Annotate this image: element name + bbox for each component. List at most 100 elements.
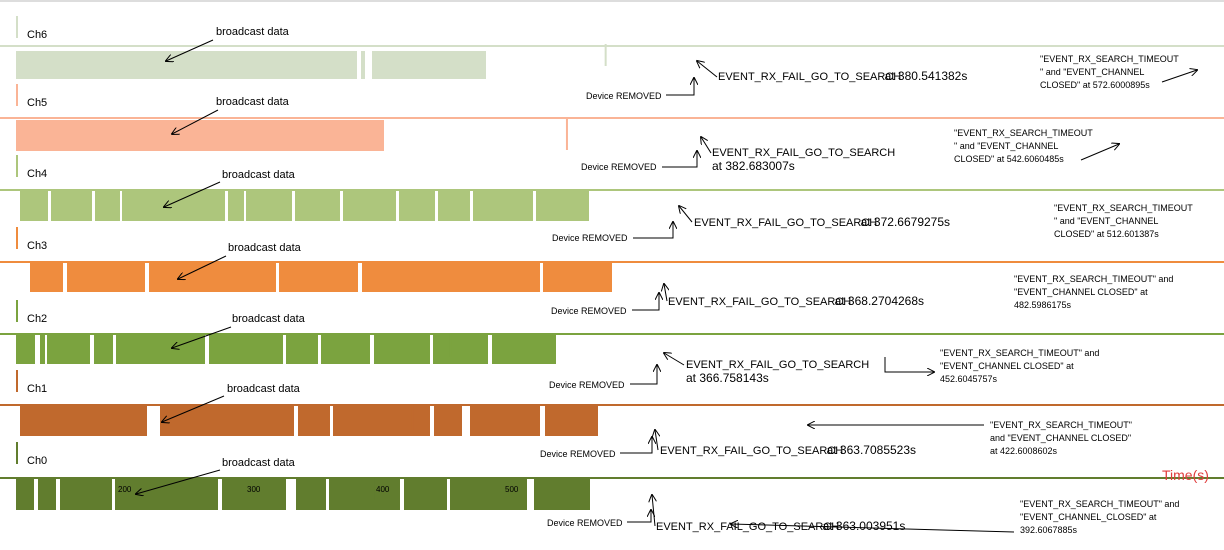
data-segment — [361, 51, 365, 79]
broadcast-data-arrow — [166, 39, 214, 61]
data-segment — [296, 479, 326, 510]
broadcast-data-arrow — [172, 109, 219, 134]
fail-event-time: at 382.683007s — [712, 159, 795, 173]
data-segment — [333, 406, 430, 436]
data-segment — [16, 335, 35, 364]
timeout-label-line: " and "EVENT_CHANNEL — [954, 141, 1058, 151]
data-segment — [534, 479, 590, 510]
timeout-label-line: " and "EVENT_CHANNEL — [1040, 67, 1144, 77]
timeout-arrow — [1080, 144, 1119, 161]
data-segment — [20, 406, 147, 436]
fail-event-arrow — [701, 137, 712, 154]
channel-row-ch2: Ch2 broadcast data Device REMOVED EVENT_RX_… — [0, 300, 1224, 390]
fail-event-time: at 366.758143s — [686, 371, 769, 385]
timeout-label-line: CLOSED" at 542.6060485s — [954, 154, 1064, 164]
channel-label: Ch6 — [27, 29, 47, 41]
data-segment — [286, 335, 318, 364]
channel-row-ch4: Ch4 broadcast data Device REMOVED EVENT_RX_… — [0, 155, 1224, 243]
timeout-label-line: at 422.6008602s — [990, 446, 1058, 456]
device-removed-label: Device REMOVED — [551, 306, 627, 316]
timeout-label-line: "EVENT_RX_SEARCH_TIMEOUT" and — [1020, 499, 1179, 509]
timeout-label-line: "EVENT_RX_SEARCH_TIMEOUT — [954, 128, 1093, 138]
x-tick-label: 500 — [505, 485, 519, 494]
broadcast-data-band — [16, 120, 384, 151]
broadcast-data-label: broadcast data — [222, 457, 296, 469]
timeout-label-line: "EVENT_RX_SEARCH_TIMEOUT — [1054, 203, 1193, 213]
data-segment — [434, 406, 462, 436]
timeout-label-line: 452.6045757s — [940, 374, 998, 384]
broadcast-data-label: broadcast data — [216, 96, 290, 108]
channel-label: Ch3 — [27, 240, 47, 252]
data-segment — [343, 191, 396, 221]
data-segment — [228, 191, 244, 221]
broadcast-data-band — [16, 335, 556, 364]
data-segment — [492, 335, 556, 364]
channel-row-ch5: Ch5 broadcast data Device REMOVED EVENT_RX_… — [0, 84, 1224, 173]
data-segment — [20, 191, 48, 221]
data-segment — [246, 191, 292, 221]
fail-event-label: EVENT_RX_FAIL_GO_TO_SEARCH — [656, 521, 839, 533]
broadcast-data-arrow — [178, 255, 227, 279]
device-removed-label: Device REMOVED — [552, 233, 628, 243]
data-segment — [399, 191, 435, 221]
broadcast-data-band — [16, 479, 590, 510]
data-segment — [295, 191, 340, 221]
data-segment — [329, 479, 400, 510]
device-removed-arrow — [632, 293, 659, 311]
fail-event-label: EVENT_RX_FAIL_GO_TO_SEARCH — [686, 359, 869, 371]
broadcast-data-arrow — [172, 326, 232, 348]
broadcast-data-band — [16, 51, 486, 79]
data-segment — [209, 335, 283, 364]
channel-label: Ch1 — [27, 383, 47, 395]
broadcast-data-label: broadcast data — [227, 383, 301, 395]
broadcast-data-band — [30, 263, 612, 292]
fail-event-arrow — [679, 206, 693, 223]
broadcast-data-label: broadcast data — [222, 169, 296, 181]
x-tick-label: 300 — [247, 485, 261, 494]
data-segment — [450, 479, 527, 510]
x-tick-label: 200 — [118, 485, 132, 494]
timeout-label-line: and "EVENT_CHANNEL CLOSED" — [990, 433, 1131, 443]
data-segment — [30, 263, 63, 292]
fail-event-time: at 363.003951s — [823, 519, 906, 533]
channel-label: Ch4 — [27, 168, 47, 180]
timeout-label-line: "EVENT_CHANNEL CLOSED" at — [940, 361, 1074, 371]
device-removed-label: Device REMOVED — [586, 91, 662, 101]
device-removed-arrow — [633, 222, 673, 239]
fail-event-label: EVENT_RX_FAIL_GO_TO_SEARCH — [718, 71, 901, 83]
data-segment — [374, 335, 430, 364]
timeout-label-line: " and "EVENT_CHANNEL — [1054, 216, 1158, 226]
device-removed-arrow — [630, 365, 657, 385]
fail-event-arrow — [697, 61, 718, 78]
fail-event-label: EVENT_RX_FAIL_GO_TO_SEARCH — [668, 296, 851, 308]
data-segment — [470, 406, 540, 436]
data-segment — [362, 263, 540, 292]
device-removed-label: Device REMOVED — [581, 162, 657, 172]
fail-event-time: at 372.6679275s — [861, 215, 950, 229]
fail-event-label: EVENT_RX_FAIL_GO_TO_SEARCH — [712, 147, 895, 159]
timeout-label-line: "EVENT_RX_SEARCH_TIMEOUT" — [990, 420, 1132, 430]
fail-event-label: EVENT_RX_FAIL_GO_TO_SEARCH — [694, 217, 877, 229]
data-segment — [160, 406, 294, 436]
data-segment — [116, 335, 205, 364]
data-segment — [94, 335, 113, 364]
data-segment — [16, 120, 384, 151]
timeout-arrow — [731, 524, 1015, 533]
broadcast-data-band — [20, 191, 589, 221]
data-segment — [545, 406, 598, 436]
channel-row-ch0: Ch0 broadcast data Device REMOVED EVENT_RX_… — [0, 442, 1224, 535]
data-segment — [298, 406, 330, 436]
data-segment — [51, 191, 92, 221]
x-tick-label: 400 — [376, 485, 390, 494]
data-segment — [95, 191, 120, 221]
broadcast-data-arrow — [162, 395, 225, 422]
device-removed-label: Device REMOVED — [547, 518, 623, 528]
data-segment — [279, 263, 358, 292]
time-axis-label: Time(s) — [1162, 467, 1209, 483]
channel-label: Ch0 — [27, 455, 47, 467]
data-segment — [536, 191, 589, 221]
data-segment — [122, 191, 225, 221]
data-segment — [321, 335, 370, 364]
broadcast-data-arrow — [136, 469, 221, 494]
fail-event-arrow — [655, 430, 658, 451]
